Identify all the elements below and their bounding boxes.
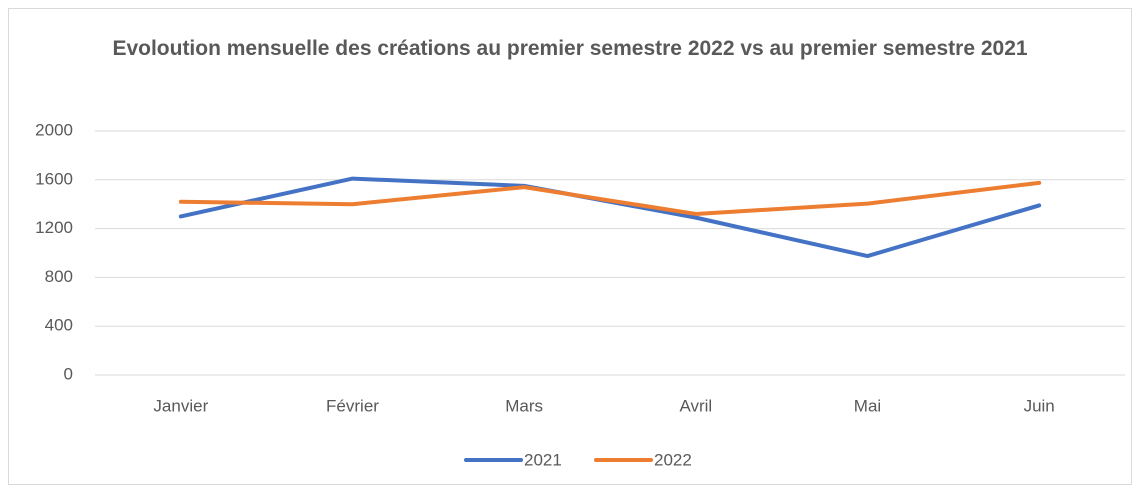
chart-border <box>8 8 1132 485</box>
y-tick-label: 800 <box>45 267 73 286</box>
chart-title: Evoloution mensuelle des créations au pr… <box>112 37 1028 60</box>
x-tick-label: Mars <box>505 396 543 415</box>
x-tick-label: Janvier <box>153 396 208 415</box>
x-tick-label: Juin <box>1024 396 1055 415</box>
x-tick-label: Février <box>326 396 379 415</box>
y-tick-label: 1200 <box>35 218 73 237</box>
x-tick-label: Avril <box>679 396 712 415</box>
y-tick-label: 0 <box>64 364 73 383</box>
series-line <box>178 180 1042 216</box>
y-tick-label: 2000 <box>35 120 73 139</box>
y-tick-label: 400 <box>45 316 73 335</box>
x-tick-label: Mai <box>854 396 881 415</box>
y-tick-label: 1600 <box>35 169 73 188</box>
legend-label: 2021 <box>524 450 562 469</box>
legend-label: 2022 <box>654 450 692 469</box>
